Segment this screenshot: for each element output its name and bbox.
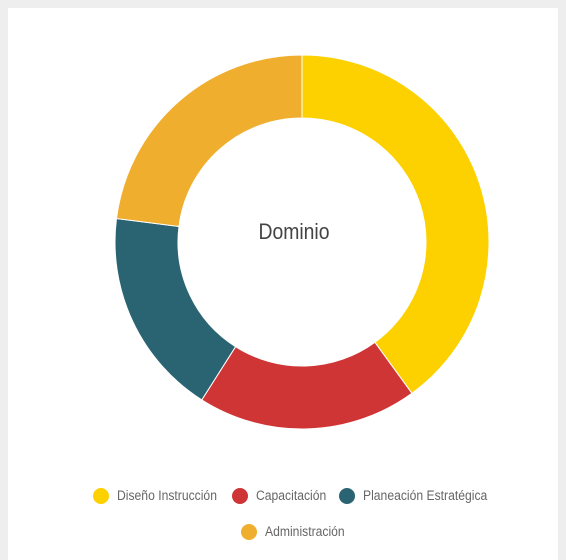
legend-row-1: Diseño Instrucción Capacitación Planeaci… [0,478,566,514]
legend-row-2: Administración [0,514,566,550]
legend-label: Administración [264,524,345,539]
donut-slice-administracion[interactable] [115,54,303,228]
legend-swatch-icon [93,488,110,504]
legend-item-capacitacion[interactable]: Capacitación [232,478,328,514]
chart-legend: Diseño Instrucción Capacitación Planeaci… [0,478,566,550]
legend-swatch-icon [338,488,355,504]
legend-item-planeacion-estrategica[interactable]: Planeación Estratégica [338,478,495,514]
legend-label: Capacitación [256,488,327,503]
legend-item-administracion[interactable]: Administración [240,514,348,550]
legend-item-diseno-instruccion[interactable]: Diseño Instrucción [93,478,222,514]
donut-slice-capacitacion[interactable] [201,341,413,430]
donut-slice-planeacion-estrategica[interactable] [114,218,237,401]
donut-center-label: Dominio [258,219,330,244]
legend-label: Diseño Instrucción [117,488,218,503]
legend-swatch-icon [240,524,257,540]
donut-slice-diseno-instruccion[interactable] [301,54,490,394]
legend-label: Planeación Estratégica [362,488,487,503]
legend-swatch-icon [232,488,249,504]
